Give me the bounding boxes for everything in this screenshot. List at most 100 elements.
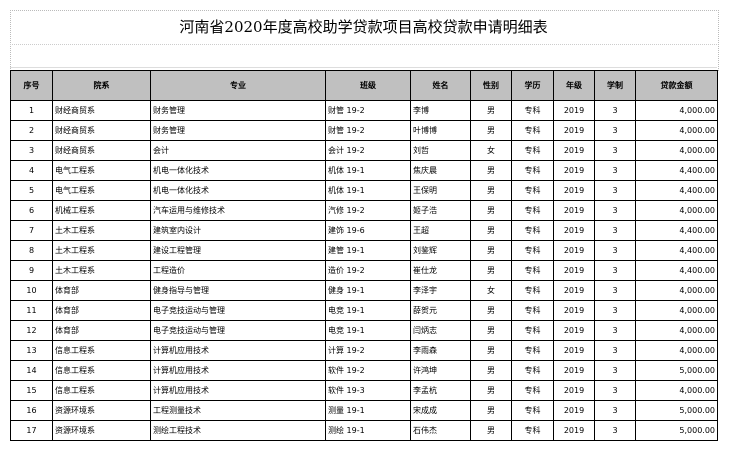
cell-name[interactable]: 石伟杰 bbox=[410, 420, 471, 441]
cell-loan-amount[interactable]: 4,000.00 bbox=[635, 140, 718, 161]
cell-seq[interactable]: 10 bbox=[10, 280, 53, 301]
cell-major[interactable]: 健身指导与管理 bbox=[150, 280, 326, 301]
cell-education[interactable]: 专科 bbox=[511, 120, 554, 141]
cell-gender[interactable]: 男 bbox=[470, 420, 512, 441]
cell-grade[interactable]: 2019 bbox=[553, 400, 595, 421]
cell-department[interactable]: 资源环境系 bbox=[52, 400, 151, 421]
cell-major[interactable]: 财务管理 bbox=[150, 120, 326, 141]
cell-years[interactable]: 3 bbox=[594, 260, 636, 281]
cell-loan-amount[interactable]: 4,000.00 bbox=[635, 340, 718, 361]
cell-gender[interactable]: 女 bbox=[470, 280, 512, 301]
cell-education[interactable]: 专科 bbox=[511, 340, 554, 361]
cell-name[interactable]: 李雨森 bbox=[410, 340, 471, 361]
cell-seq[interactable]: 7 bbox=[10, 220, 53, 241]
cell-name[interactable]: 李泽宇 bbox=[410, 280, 471, 301]
cell-education[interactable]: 专科 bbox=[511, 200, 554, 221]
cell-major[interactable]: 计算机应用技术 bbox=[150, 360, 326, 381]
cell-years[interactable]: 3 bbox=[594, 100, 636, 121]
cell-loan-amount[interactable]: 4,400.00 bbox=[635, 160, 718, 181]
cell-department[interactable]: 信息工程系 bbox=[52, 380, 151, 401]
cell-gender[interactable]: 男 bbox=[470, 320, 512, 341]
cell-loan-amount[interactable]: 4,000.00 bbox=[635, 100, 718, 121]
cell-gender[interactable]: 男 bbox=[470, 100, 512, 121]
cell-name[interactable]: 姬子浩 bbox=[410, 200, 471, 221]
cell-name[interactable]: 王保明 bbox=[410, 180, 471, 201]
cell-loan-amount[interactable]: 4,000.00 bbox=[635, 380, 718, 401]
cell-department[interactable]: 机械工程系 bbox=[52, 200, 151, 221]
cell-education[interactable]: 专科 bbox=[511, 420, 554, 441]
cell-gender[interactable]: 男 bbox=[470, 340, 512, 361]
cell-name[interactable]: 李孟杭 bbox=[410, 380, 471, 401]
cell-grade[interactable]: 2019 bbox=[553, 340, 595, 361]
cell-education[interactable]: 专科 bbox=[511, 160, 554, 181]
cell-department[interactable]: 财经商贸系 bbox=[52, 120, 151, 141]
cell-major[interactable]: 工程造价 bbox=[150, 260, 326, 281]
cell-seq[interactable]: 1 bbox=[10, 100, 53, 121]
cell-loan-amount[interactable]: 5,000.00 bbox=[635, 360, 718, 381]
cell-name[interactable]: 王超 bbox=[410, 220, 471, 241]
cell-seq[interactable]: 17 bbox=[10, 420, 53, 441]
cell-major[interactable]: 电子竞技运动与管理 bbox=[150, 320, 326, 341]
cell-grade[interactable]: 2019 bbox=[553, 100, 595, 121]
cell-class[interactable]: 建饰 19-6 bbox=[325, 220, 411, 241]
cell-years[interactable]: 3 bbox=[594, 360, 636, 381]
cell-years[interactable]: 3 bbox=[594, 180, 636, 201]
cell-years[interactable]: 3 bbox=[594, 380, 636, 401]
cell-seq[interactable]: 4 bbox=[10, 160, 53, 181]
cell-loan-amount[interactable]: 4,400.00 bbox=[635, 240, 718, 261]
cell-years[interactable]: 3 bbox=[594, 140, 636, 161]
cell-major[interactable]: 机电一体化技术 bbox=[150, 160, 326, 181]
cell-loan-amount[interactable]: 4,000.00 bbox=[635, 300, 718, 321]
cell-seq[interactable]: 15 bbox=[10, 380, 53, 401]
cell-major[interactable]: 测绘工程技术 bbox=[150, 420, 326, 441]
cell-class[interactable]: 计算 19-2 bbox=[325, 340, 411, 361]
cell-loan-amount[interactable]: 4,000.00 bbox=[635, 320, 718, 341]
cell-years[interactable]: 3 bbox=[594, 340, 636, 361]
cell-gender[interactable]: 男 bbox=[470, 180, 512, 201]
cell-grade[interactable]: 2019 bbox=[553, 140, 595, 161]
cell-seq[interactable]: 14 bbox=[10, 360, 53, 381]
cell-seq[interactable]: 11 bbox=[10, 300, 53, 321]
cell-major[interactable]: 电子竞技运动与管理 bbox=[150, 300, 326, 321]
cell-department[interactable]: 土木工程系 bbox=[52, 260, 151, 281]
cell-grade[interactable]: 2019 bbox=[553, 420, 595, 441]
cell-seq[interactable]: 9 bbox=[10, 260, 53, 281]
cell-education[interactable]: 专科 bbox=[511, 100, 554, 121]
cell-education[interactable]: 专科 bbox=[511, 140, 554, 161]
cell-department[interactable]: 体育部 bbox=[52, 280, 151, 301]
cell-gender[interactable]: 男 bbox=[470, 260, 512, 281]
cell-education[interactable]: 专科 bbox=[511, 260, 554, 281]
cell-seq[interactable]: 3 bbox=[10, 140, 53, 161]
cell-class[interactable]: 财管 19-2 bbox=[325, 100, 411, 121]
cell-seq[interactable]: 16 bbox=[10, 400, 53, 421]
cell-department[interactable]: 信息工程系 bbox=[52, 340, 151, 361]
cell-years[interactable]: 3 bbox=[594, 240, 636, 261]
cell-name[interactable]: 崔仕龙 bbox=[410, 260, 471, 281]
cell-years[interactable]: 3 bbox=[594, 420, 636, 441]
cell-loan-amount[interactable]: 5,000.00 bbox=[635, 420, 718, 441]
cell-education[interactable]: 专科 bbox=[511, 280, 554, 301]
cell-major[interactable]: 会计 bbox=[150, 140, 326, 161]
cell-name[interactable]: 许鸿坤 bbox=[410, 360, 471, 381]
cell-grade[interactable]: 2019 bbox=[553, 320, 595, 341]
cell-education[interactable]: 专科 bbox=[511, 220, 554, 241]
cell-grade[interactable]: 2019 bbox=[553, 360, 595, 381]
cell-class[interactable]: 测绘 19-1 bbox=[325, 420, 411, 441]
cell-gender[interactable]: 男 bbox=[470, 380, 512, 401]
cell-seq[interactable]: 6 bbox=[10, 200, 53, 221]
cell-name[interactable]: 刘鉴辉 bbox=[410, 240, 471, 261]
cell-class[interactable]: 机体 19-1 bbox=[325, 160, 411, 181]
cell-gender[interactable]: 男 bbox=[470, 200, 512, 221]
cell-department[interactable]: 土木工程系 bbox=[52, 240, 151, 261]
cell-grade[interactable]: 2019 bbox=[553, 280, 595, 301]
cell-major[interactable]: 财务管理 bbox=[150, 100, 326, 121]
cell-department[interactable]: 财经商贸系 bbox=[52, 100, 151, 121]
cell-major[interactable]: 计算机应用技术 bbox=[150, 340, 326, 361]
cell-years[interactable]: 3 bbox=[594, 120, 636, 141]
cell-loan-amount[interactable]: 4,400.00 bbox=[635, 180, 718, 201]
cell-seq[interactable]: 5 bbox=[10, 180, 53, 201]
cell-grade[interactable]: 2019 bbox=[553, 220, 595, 241]
cell-loan-amount[interactable]: 4,400.00 bbox=[635, 220, 718, 241]
cell-grade[interactable]: 2019 bbox=[553, 260, 595, 281]
cell-major[interactable]: 建筑室内设计 bbox=[150, 220, 326, 241]
